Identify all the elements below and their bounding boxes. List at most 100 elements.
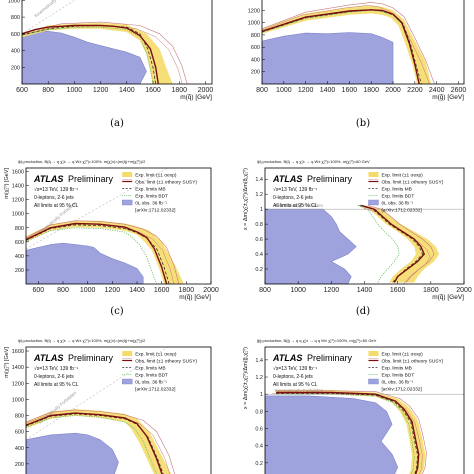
y-tick-label: 1	[260, 392, 263, 398]
previous-result-region	[265, 395, 399, 474]
limit-line-obs-theory-down	[272, 393, 423, 474]
plot-frame	[21, 0, 213, 85]
y-tick-label: 800	[15, 414, 24, 420]
limit-line-bdt	[26, 227, 158, 284]
legend-label: Obs. limit (±1 σtheory SUSY)	[135, 180, 197, 186]
y-tick-label: 400	[251, 57, 260, 63]
limit-line-obs-theory	[26, 409, 175, 474]
previous-result-region	[26, 432, 119, 474]
legend: Exp. limit (±1 σexp)Obs. limit (±1 σtheo…	[368, 172, 444, 214]
previous-result-region	[262, 32, 394, 84]
x-tick-label: 1400	[320, 87, 336, 94]
x-tick-label: 1000	[80, 287, 96, 294]
legend-label: Obs. limit (±1 σtheory SUSY)	[381, 359, 443, 365]
y-tick-label: 200	[15, 462, 24, 468]
preliminary-label: Preliminary	[68, 174, 114, 184]
legend-swatch-band	[368, 351, 379, 356]
legend-swatch-blue	[121, 378, 133, 385]
legend-label: 0L obs. 36 fb⁻¹	[381, 380, 413, 386]
legend-label: Obs. limit (±1 σtheory SUSY)	[135, 359, 197, 365]
y-tick-label: 1.2	[255, 375, 263, 381]
selection-label: 0-leptons, 2-6 jets	[273, 195, 313, 201]
y-tick-label: 0.4	[255, 444, 263, 450]
cl-note: All limits at 95 % CL	[34, 203, 79, 209]
x-tick-label: 600	[32, 287, 44, 294]
plot-area: Kinematically Forbidden	[26, 168, 211, 284]
expected-band	[356, 205, 440, 283]
legend-swatch-blue	[121, 199, 133, 206]
legend-label: Exp. limit (±1 σexp)	[135, 173, 177, 179]
panel-header: q̃q̃ production, B(q̃ → q χ̃₁± → q W± χ̃…	[256, 159, 370, 164]
legend-label: Obs. limit (±1 σtheory SUSY)	[381, 180, 443, 186]
legend-swatch-band	[122, 351, 133, 356]
y-tick-label: 1200	[248, 8, 260, 14]
x-axis-label: m(q̃) [GeV]	[179, 294, 211, 301]
legend: Exp. limit (±1 σexp)Obs. limit (±1 σtheo…	[368, 351, 444, 393]
x-tick-label: 1600	[390, 287, 406, 294]
legend-label: 0L obs. 36 fb⁻¹	[135, 201, 167, 207]
x-tick-label: 2000	[385, 87, 401, 94]
panel-header: q̃q̃ production, B(q̃ → q χ̃₁± → q W± χ̃…	[17, 159, 146, 164]
x-tick-label: 2400	[429, 87, 445, 94]
x-tick-label: 2000	[456, 287, 472, 294]
lumi-label: √s=13 TeV, 139 fb⁻¹	[34, 186, 79, 193]
x-tick-label: 1000	[67, 87, 83, 94]
y-tick-label: 0.4	[255, 252, 263, 258]
previous-result-region	[22, 30, 147, 84]
panel-a: Kinematically Forbidden60080010001200140…	[8, 0, 213, 129]
cl-note: All limits at 95 % CL	[273, 203, 318, 209]
limit-line-obs	[26, 222, 168, 284]
x-tick-label: 1200	[324, 287, 340, 294]
legend-label: Exp. limits MB	[381, 187, 411, 193]
panel-caption: (b)	[356, 118, 370, 129]
legend-swatch-blue	[368, 199, 379, 206]
x-tick-label: 1800	[179, 287, 195, 294]
legend: Exp. limit (±1 σexp)Obs. limit (±1 σtheo…	[121, 172, 197, 214]
y-tick-label: 1200	[12, 381, 24, 387]
y-tick-label: 1.4	[255, 358, 263, 364]
panel-c: q̃q̃ production, B(q̃ → q χ̃₁± → q W± χ̃…	[3, 159, 219, 317]
panel-caption: (a)	[110, 118, 124, 129]
x-tick-label: 1800	[171, 87, 187, 94]
x-tick-label: 2600	[451, 87, 467, 94]
y-tick-label: 200	[11, 65, 20, 71]
y-tick-label: 1400	[12, 184, 24, 190]
x-tick-label: 800	[256, 87, 268, 94]
plot-area: Kinematically Forbidden	[22, 0, 212, 84]
x-tick-label: 800	[42, 87, 54, 94]
y-tick-label: 400	[11, 49, 20, 55]
x-tick-label: 1200	[298, 87, 314, 94]
kinematic-forbidden-label: Kinematically Forbidden	[275, 203, 324, 208]
y-axis-label: m(χ̃₁⁰) [GeV]	[3, 168, 10, 199]
cl-note: All limits at 95 % CL	[273, 382, 318, 388]
legend-label: [arXiv:1712.02332]	[135, 387, 175, 393]
panel-caption: (c)	[110, 306, 124, 317]
cl-note: All limits at 95 % CL	[34, 382, 79, 388]
plot-area: Kinematically Forbidden	[265, 168, 464, 284]
y-tick-label: 400	[15, 254, 24, 260]
y-tick-label: 1	[260, 207, 263, 213]
x-tick-label: 1200	[93, 87, 109, 94]
x-tick-label: 1400	[357, 287, 373, 294]
selection-label: 0-leptons, 2-6 jets	[273, 374, 313, 380]
x-tick-label: 600	[16, 87, 28, 94]
x-axis-label: m(q̃) [GeV]	[180, 94, 212, 101]
legend-label: 0L obs. 36 fb⁻¹	[381, 201, 413, 207]
plot-area: Kinematically Forbidden	[265, 347, 464, 474]
x-tick-label: 1800	[423, 287, 439, 294]
legend-label: Exp. limits BDT	[381, 373, 414, 379]
limit-line-bdt	[276, 393, 415, 474]
limit-line-obs	[22, 24, 159, 84]
limit-line-bdt	[262, 9, 420, 84]
limit-line-mb	[359, 205, 423, 283]
panel-b: 800 1000 1200 1400 1600 1800 2000 2200 2400 2600 2…	[248, 0, 467, 129]
limit-line-obs-theory	[22, 21, 188, 84]
y-tick-label: 600	[251, 45, 260, 51]
limit-line-bdt	[26, 415, 158, 474]
kinematic-boundary	[22, 0, 76, 35]
limit-line-obs	[361, 204, 426, 283]
panel-e: q̃q̃ production, B(q̃ → q χ̃₁± → q W± χ̃…	[3, 338, 212, 474]
y-tick-label: 0.2	[255, 267, 263, 273]
x-tick-label: 1600	[145, 87, 161, 94]
y-tick-label: 1400	[248, 0, 260, 2]
